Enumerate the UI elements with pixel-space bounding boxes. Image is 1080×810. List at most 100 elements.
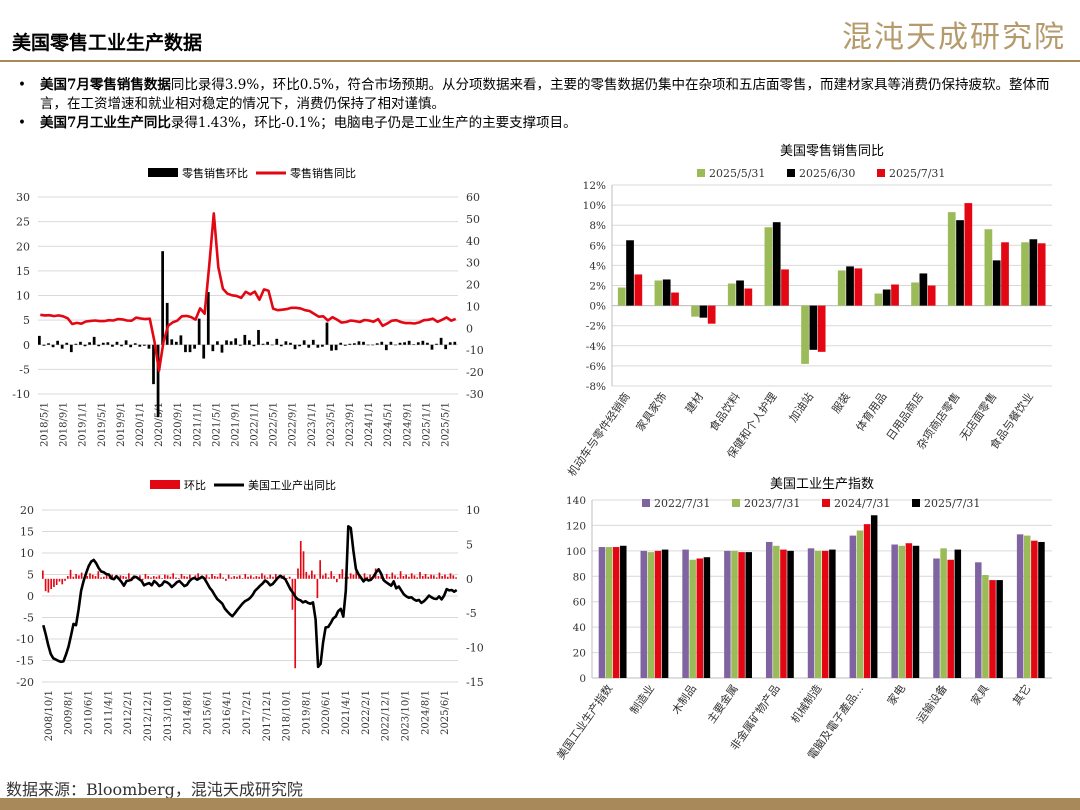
series-bar [394, 344, 397, 346]
series-bar [229, 341, 233, 345]
series-bar [202, 344, 206, 359]
series-bar [263, 575, 266, 579]
x-tick-label: 2022/9/1 [288, 402, 299, 447]
x-tick-label: 2011/4/1 [103, 690, 114, 735]
series-bar [787, 550, 794, 678]
series-bar [91, 574, 94, 579]
series-bar [430, 344, 434, 350]
series-bar [179, 335, 183, 345]
x-tick-label: 2016/4/1 [222, 690, 233, 735]
y-tick-label-right: 20 [466, 279, 480, 292]
series-bar [412, 344, 416, 345]
series-bar [661, 549, 669, 678]
series-bar [234, 338, 238, 345]
series-bar [83, 344, 87, 347]
series-bar [424, 573, 427, 579]
x-tick-label: 2025/1/1 [421, 402, 432, 447]
series-bar [738, 552, 745, 678]
legend-label: 2024/7/31 [834, 497, 890, 510]
series-bar [139, 575, 141, 579]
series-bar [64, 578, 66, 581]
series-bar [912, 545, 920, 678]
series-bar [377, 576, 380, 579]
series-bar [389, 341, 393, 345]
series-bar [626, 240, 634, 306]
x-tick-label: 2021/4/1 [341, 690, 352, 735]
retail-timeseries-chart: -10 -5 0 5 10 15 20 25 30 -30 -20 -10 0 10 20 30 40 50 60 2… [0, 160, 520, 460]
series-bar [366, 576, 369, 579]
y-tick-label: -6% [586, 361, 606, 373]
legend-swatch [822, 499, 830, 507]
series-bar [44, 578, 47, 592]
x-tick-label: 日用品商店 [883, 390, 926, 443]
series-bar [293, 344, 297, 350]
y-tick-label-right: 60 [466, 191, 480, 204]
x-tick-label: 2012/2/1 [123, 690, 134, 735]
series-bar [399, 571, 402, 579]
series-bar [141, 578, 144, 581]
series-bar [286, 578, 288, 579]
series-bar [882, 289, 891, 306]
chart-title: 美国零售销售同比 [780, 143, 884, 159]
series-bar [250, 575, 252, 579]
series-bar [78, 575, 80, 579]
x-tick-label: 2019/8/1 [301, 690, 312, 735]
series-bar [927, 285, 936, 306]
series-bar [244, 573, 247, 579]
legend-swatch [148, 168, 178, 177]
x-tick-label: 2019/1/1 [78, 402, 89, 447]
bullet-industrial-lead: 美国7月工业生产同比 [40, 115, 171, 131]
series-bar [205, 574, 208, 579]
series-bar [744, 288, 753, 306]
series-bar [158, 575, 161, 579]
series-bar [822, 550, 829, 678]
series-bar [911, 282, 919, 306]
x-tick-label: 2020/6/1 [321, 690, 332, 735]
series-bar [272, 576, 274, 579]
series-bar [801, 305, 809, 364]
page-title: 美国零售工业生产数据 [12, 32, 203, 54]
y-tick-label-left: -5 [23, 612, 34, 625]
series-bar [435, 577, 438, 579]
industrial-timeseries-svg: -20 -15 -10 -5 0 5 10 15 20 -15 -10 -5 0 5 10 2008/10/1… [16, 478, 484, 741]
series-bar [147, 576, 150, 579]
series-bar [206, 292, 210, 345]
series-bar [933, 558, 940, 678]
series-bar [311, 570, 313, 579]
series-bar [964, 203, 973, 306]
series-bar [430, 574, 432, 579]
series-bar [330, 344, 333, 351]
y-tick-label-left: 15 [16, 265, 30, 278]
series-bar [829, 549, 836, 678]
x-tick-label: 加油站 [786, 390, 816, 425]
y-tick-label-right: 0 [466, 573, 473, 586]
y-tick-label-left: 15 [20, 526, 34, 539]
legend-label: 美国工业产出同比 [248, 478, 336, 492]
bullet-industrial: • 美国7月工业生产同比录得1.43%，环比-0.1%；电脑电子仍是工业生产的主… [18, 114, 1068, 133]
series-bar [341, 569, 344, 579]
series-bar [996, 580, 1003, 678]
y-tick-label-right: -10 [466, 642, 484, 655]
bullet-dot: • [18, 115, 26, 131]
x-tick-label: 2008/10/1 [44, 690, 55, 741]
y-tick-label-left: -5 [19, 363, 30, 376]
series-bar [654, 280, 663, 306]
series-bar [316, 578, 319, 599]
series-bar [905, 543, 913, 678]
series-bar [143, 344, 146, 346]
series-bar [103, 576, 105, 579]
series-bar [208, 577, 211, 579]
series-bar [322, 575, 324, 579]
series-bar [984, 229, 993, 306]
series-bar [248, 340, 251, 345]
series-bar [662, 279, 671, 306]
series-bar [891, 544, 898, 678]
y-tick-label-right: 50 [466, 213, 480, 226]
bullet-dot: • [18, 77, 26, 93]
series-line [42, 524, 458, 669]
series-bar [956, 220, 964, 306]
series-bar [284, 341, 288, 345]
x-tick-label: 2025/6/1 [440, 690, 451, 735]
series-bar [421, 576, 424, 579]
series-bar [330, 571, 333, 579]
